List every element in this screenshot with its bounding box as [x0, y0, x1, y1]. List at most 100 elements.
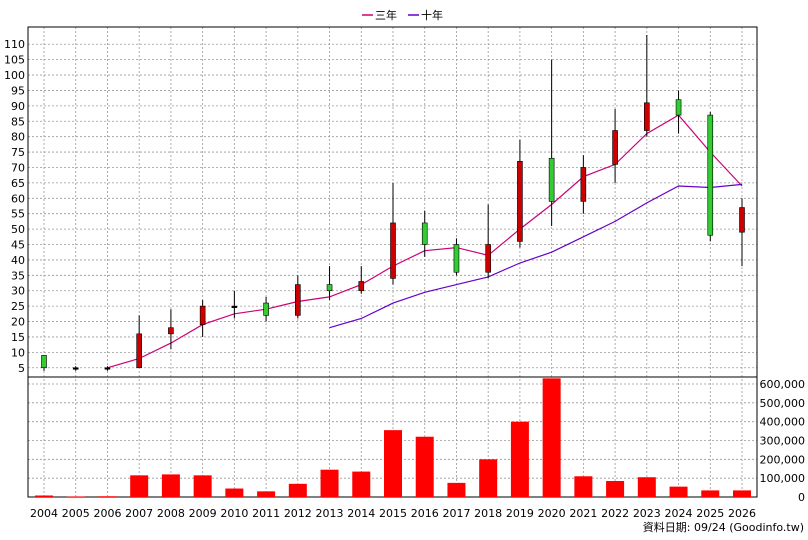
price-tick-label: 60 [11, 192, 25, 205]
volume-tick-label: 500,000 [760, 397, 806, 410]
price-tick-label: 100 [4, 69, 25, 82]
candle-body [485, 244, 491, 273]
x-tick-label: 2020 [538, 507, 566, 520]
price-tick-label: 35 [11, 269, 25, 282]
x-tick-label: 2011 [252, 507, 280, 520]
x-tick-label: 2017 [442, 507, 470, 520]
price-tick-label: 50 [11, 223, 25, 236]
volume-bar [606, 480, 625, 497]
x-tick-label: 2004 [30, 507, 58, 520]
x-tick-label: 2014 [347, 507, 375, 520]
x-tick-label: 2021 [569, 507, 597, 520]
x-tick-label: 2016 [411, 507, 439, 520]
price-tick-label: 105 [4, 54, 25, 67]
price-tick-label: 95 [11, 84, 25, 97]
x-tick-label: 2023 [633, 507, 661, 520]
candle-body [548, 157, 555, 202]
price-tick-label: 65 [11, 177, 25, 190]
volume-bar [415, 436, 434, 497]
candle-body [168, 327, 174, 335]
volume-bar [447, 482, 466, 497]
volume-tick-label: 400,000 [760, 416, 806, 429]
price-tick-label: 10 [11, 346, 25, 359]
price-tick-label: 40 [11, 254, 25, 267]
price-tick-label: 20 [11, 316, 25, 329]
price-tick-label: 45 [11, 239, 25, 252]
legend-label-10yr: 十年 [421, 8, 443, 22]
x-tick-label: 2009 [189, 507, 217, 520]
x-tick-label: 2026 [728, 507, 756, 520]
candle-body [421, 222, 428, 245]
volume-bar [701, 490, 720, 497]
candle-body [358, 281, 365, 292]
volume-bar [35, 495, 53, 497]
candle-body [72, 367, 79, 370]
candle-body [580, 167, 587, 202]
volume-bar [66, 496, 85, 497]
volume-bar [669, 486, 688, 497]
volume-bar [637, 477, 656, 497]
volume-bar [288, 483, 307, 497]
candle-body [612, 130, 618, 165]
candle-body [104, 367, 111, 370]
price-tick-label: 90 [11, 100, 25, 113]
volume-bars [35, 378, 751, 497]
x-tick-label: 2012 [284, 507, 312, 520]
x-tick-label: 2013 [316, 507, 344, 520]
x-tick-label: 2006 [93, 507, 121, 520]
price-tick-label: 75 [11, 146, 25, 159]
volume-bar [161, 474, 180, 497]
candle-body [707, 114, 714, 236]
price-tick-label: 55 [11, 208, 25, 221]
price-tick-label: 15 [11, 331, 25, 344]
volume-tick-label: 300,000 [760, 435, 806, 448]
candle-body [326, 284, 333, 292]
x-tick-label: 2008 [157, 507, 185, 520]
candle-body [199, 305, 206, 325]
volume-bar [130, 475, 149, 497]
candle-body [675, 99, 682, 116]
legend-label-3yr: 三年 [375, 8, 397, 22]
volume-bar [542, 378, 561, 497]
price-tick-label: 110 [4, 38, 25, 51]
price-tick-label: 30 [11, 285, 25, 298]
x-tick-label: 2005 [62, 507, 90, 520]
volume-bar [257, 491, 276, 497]
x-tick-label: 2010 [220, 507, 248, 520]
x-tick-label: 2007 [125, 507, 153, 520]
price-tick-label: 80 [11, 131, 25, 144]
volume-bar [574, 476, 593, 497]
x-tick-label: 2025 [696, 507, 724, 520]
price-tick-label: 25 [11, 300, 25, 313]
volume-tick-label: 0 [798, 491, 805, 504]
volume-bar [225, 488, 244, 497]
volume-bar [320, 469, 339, 497]
x-tick-label: 2018 [474, 507, 502, 520]
candle-body [453, 244, 460, 273]
volume-tick-label: 200,000 [760, 453, 806, 466]
volume-bar [510, 421, 529, 497]
ma-line-10yr [329, 183, 743, 329]
volume-tick-label: 100,000 [760, 472, 806, 485]
price-tick-label: 70 [11, 161, 25, 174]
footer-source: 資料日期: 09/24 (Goodinfo.tw) [643, 520, 804, 534]
price-tick-label: 85 [11, 115, 25, 128]
tick-labels: 5101520253035404550556065707580859095100… [4, 38, 805, 520]
candle-body [263, 302, 269, 316]
candle-body [644, 102, 650, 131]
legend: 三年 十年 [362, 8, 443, 22]
volume-tick-label: 600,000 [760, 378, 806, 391]
candle-body [390, 222, 396, 279]
price-tick-label: 5 [18, 362, 25, 375]
volume-bar [384, 430, 402, 497]
candle-body [41, 355, 47, 369]
candlesticks [41, 35, 745, 371]
volume-bar [479, 459, 498, 497]
volume-bar [733, 490, 751, 497]
volume-bar [98, 496, 117, 497]
candle-body [136, 333, 142, 369]
x-tick-label: 2015 [379, 507, 407, 520]
x-tick-label: 2019 [506, 507, 534, 520]
